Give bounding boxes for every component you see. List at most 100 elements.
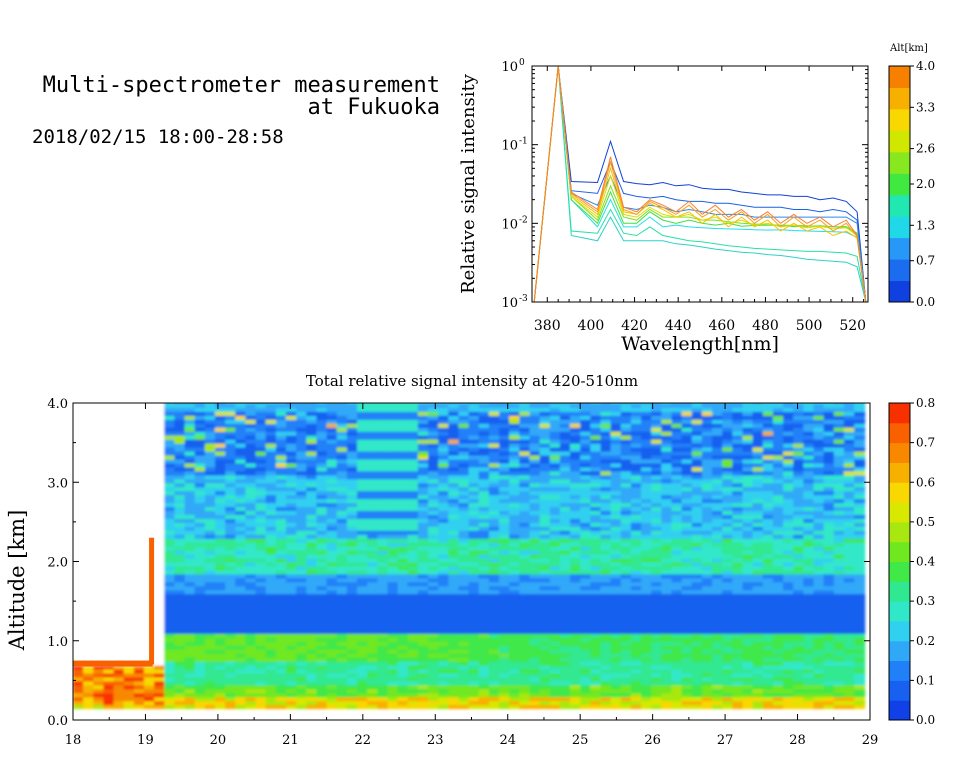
heatmap-cell xyxy=(154,696,166,702)
heatmap-cell xyxy=(428,696,440,702)
heatmap-cell xyxy=(184,569,196,575)
heatmap-cell xyxy=(93,557,105,563)
heatmap-cell xyxy=(630,632,642,638)
heatmap-cell xyxy=(275,537,287,543)
heatmap-cell xyxy=(103,636,115,642)
heatmap-cell xyxy=(144,410,156,416)
heatmap-cell xyxy=(316,652,328,658)
heatmap-cell xyxy=(661,668,673,674)
heatmap-cell xyxy=(286,514,298,519)
heatmap-cell xyxy=(265,640,277,646)
heatmap-cell xyxy=(630,660,642,666)
heatmap-cell xyxy=(570,514,582,519)
heatmap-cell xyxy=(651,414,663,420)
heatmap-cell xyxy=(367,470,379,476)
heatmap-cell xyxy=(671,648,683,654)
heatmap-cell xyxy=(204,494,216,500)
heatmap-cell xyxy=(539,601,551,607)
heatmap-cell xyxy=(428,617,440,622)
heatmap-cell xyxy=(336,569,348,575)
spectrum-y-tick-label: 10 xyxy=(501,217,518,232)
heatmap-cell xyxy=(681,553,693,559)
heatmap-cell xyxy=(133,620,145,626)
heatmap-cell xyxy=(204,664,216,670)
heatmap-cell xyxy=(346,514,358,519)
heatmap-cell xyxy=(681,617,693,622)
heatmap-cell xyxy=(255,521,267,527)
heatmap-cell xyxy=(73,549,85,555)
heatmap-cell xyxy=(681,581,693,587)
heatmap-cell xyxy=(346,680,358,686)
heatmap-cell xyxy=(610,474,622,480)
heatmap-cell xyxy=(245,470,257,476)
heatmap-cell xyxy=(296,581,308,587)
heatmap-cell xyxy=(509,446,521,452)
heatmap-cell xyxy=(539,426,551,432)
heatmap-cell xyxy=(194,605,206,611)
heatmap-cell xyxy=(377,628,389,634)
heatmap-cell xyxy=(103,553,115,559)
heatmap-cell xyxy=(570,541,582,547)
heatmap-cell xyxy=(630,545,642,551)
heatmap-cell xyxy=(377,585,389,591)
heatmap-cell xyxy=(417,506,429,511)
heatmap-cell xyxy=(407,418,419,424)
heatmap-cell xyxy=(610,581,622,587)
heatmap-cell xyxy=(144,676,156,682)
heatmap-cell xyxy=(306,636,318,642)
heatmap-cell xyxy=(580,593,592,599)
heatmap-cell xyxy=(123,533,135,539)
heatmap-cell xyxy=(133,403,145,408)
heatmap-cell xyxy=(367,557,379,563)
heatmap-cell xyxy=(519,446,531,452)
heatmap-cell xyxy=(478,652,490,658)
heatmap-cell xyxy=(661,418,673,424)
heatmap-cell xyxy=(83,418,95,424)
heatmap-cell xyxy=(641,696,653,702)
heatmap-cell xyxy=(377,696,389,702)
heatmap-cell xyxy=(610,442,622,448)
heatmap-cell xyxy=(73,521,85,527)
heatmap-cell xyxy=(336,454,348,460)
heatmap-cell xyxy=(519,430,531,436)
heatmap-cell xyxy=(458,462,470,468)
heatmap-cell xyxy=(661,482,673,488)
heatmap-cell xyxy=(336,470,348,476)
heatmap-cell xyxy=(428,609,440,614)
heatmap-cell xyxy=(590,628,602,634)
heatmap-cell xyxy=(417,450,429,456)
heatmap-cell xyxy=(184,624,196,630)
heatmap-cell xyxy=(306,478,318,484)
heatmap-cell xyxy=(641,609,653,614)
heatmap-cell xyxy=(641,545,653,551)
heatmap-cell xyxy=(275,541,287,547)
heatmap-cell xyxy=(590,529,602,535)
heatmap-cell xyxy=(641,474,653,480)
heatmap-cell xyxy=(620,696,632,702)
heatmap-cell xyxy=(539,557,551,563)
heatmap-cell xyxy=(671,434,683,440)
heatmap-cell xyxy=(580,474,592,480)
heatmap-cell xyxy=(204,609,216,614)
heatmap-cell xyxy=(184,668,196,674)
heatmap-cell xyxy=(377,660,389,666)
heatmap-cell xyxy=(610,696,622,702)
heatmap-cell xyxy=(367,585,379,591)
heatmap-cell xyxy=(580,533,592,539)
heatmap-cell xyxy=(235,533,247,539)
spectrum-series-4 xyxy=(533,66,867,302)
heatmap-cell xyxy=(225,541,237,547)
heatmap-cell xyxy=(387,632,399,638)
heatmap-cell xyxy=(83,529,95,535)
heatmap-cell xyxy=(681,632,693,638)
heatmap-cell xyxy=(103,466,115,472)
heatmap-cell xyxy=(316,498,328,504)
heatmap-cell xyxy=(123,418,135,424)
heatmap-cell xyxy=(417,680,429,686)
heatmap-cell xyxy=(438,438,450,444)
heatmap-cell xyxy=(336,482,348,488)
heatmap-cell xyxy=(133,486,145,492)
heatmap-cell xyxy=(184,585,196,591)
heatmap-cell xyxy=(377,498,389,504)
heatmap-cell xyxy=(428,644,440,650)
